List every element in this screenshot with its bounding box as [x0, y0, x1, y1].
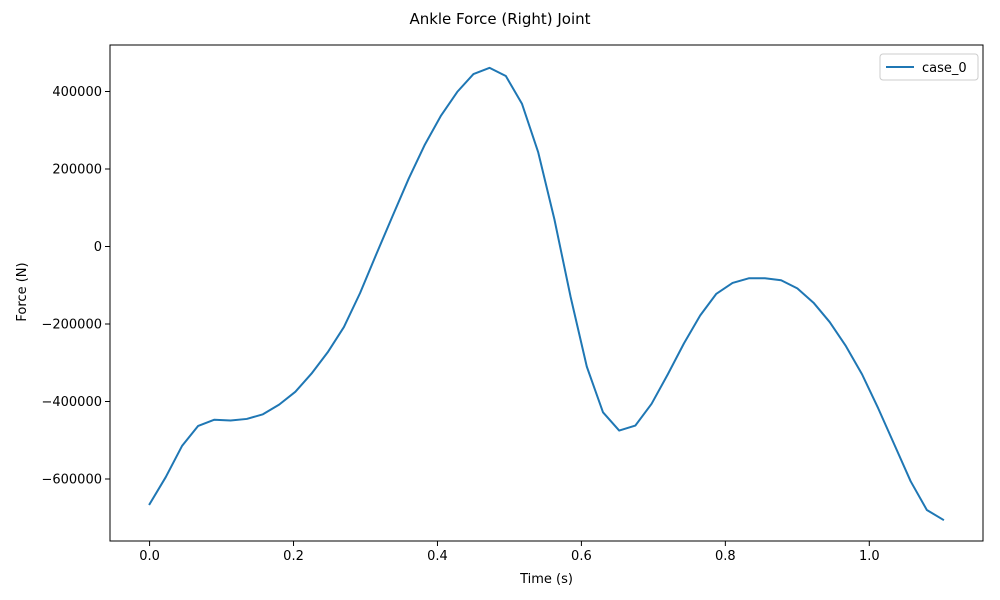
x-tick-label: 0.6	[571, 549, 592, 564]
plot-area: 0.0 0.2 0.4 0.6 0.8 1.0 −600000 −400000 −200000 0…	[41, 44, 984, 564]
y-tick-label: 0	[94, 240, 102, 255]
y-tick-label: −600000	[41, 473, 102, 488]
y-tick-label: 200000	[52, 163, 102, 178]
x-tick-label: 0.2	[283, 549, 304, 564]
legend-box	[879, 53, 979, 81]
chart-title: Ankle Force (Right) Joint	[409, 10, 590, 28]
x-tick-label: 1.0	[859, 549, 880, 564]
legend-label-case-0: case_0	[922, 61, 967, 76]
y-axis-label: Force (N)	[15, 262, 30, 321]
series-line-case-0	[148, 66, 945, 522]
x-tick-label: 0.8	[715, 549, 736, 564]
y-tick-label: −200000	[41, 318, 102, 333]
x-tick-label: 0.4	[427, 549, 448, 564]
y-tick-label: 400000	[52, 85, 102, 100]
axes-frame	[109, 44, 984, 542]
legend: case_0	[879, 53, 979, 81]
y-tick-label: −400000	[41, 395, 102, 410]
x-tick-label: 0.0	[139, 549, 160, 564]
x-axis-label: Time (s)	[519, 572, 573, 587]
